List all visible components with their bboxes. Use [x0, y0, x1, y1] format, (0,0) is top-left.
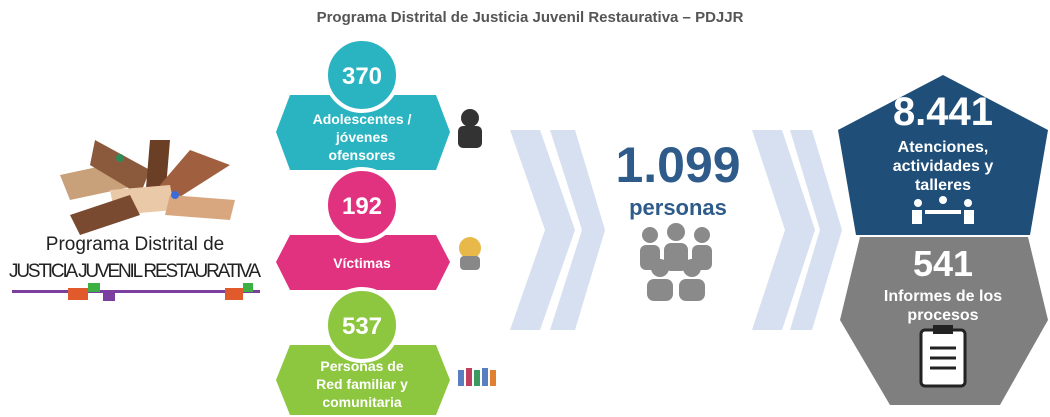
total-number: 1.099 — [615, 137, 740, 193]
result-label: Informes de los — [884, 288, 1002, 305]
group-number: 537 — [342, 313, 382, 340]
result: 8.441 Atenciones, actividades y talleres — [838, 75, 1048, 235]
result-label: talleres — [915, 177, 971, 194]
group: 370 Adolescentes / jóvenes ofensores — [276, 39, 482, 170]
result-number: 8.441 — [893, 90, 993, 134]
group-label: Red familiar y — [316, 376, 408, 392]
logo-line: JUSTICIA JUVENIL RESTAURATIVA — [9, 261, 261, 282]
logo-line: Programa Distrital de — [46, 234, 224, 255]
result-number: 541 — [913, 243, 973, 284]
group-label: Adolescentes / — [313, 111, 412, 127]
infographic: Programa Distrital de Justicia Juvenil R… — [0, 0, 1050, 417]
group-label: Víctimas — [333, 255, 391, 271]
logo: Programa Distrital de JUSTICIA JUVENIL R… — [9, 140, 261, 301]
result-label: procesos — [907, 307, 978, 324]
group-number: 370 — [342, 63, 382, 90]
total-label: personas — [629, 195, 727, 220]
group-label: comunitaria — [322, 394, 402, 410]
title: Programa Distrital de Justicia Juvenil R… — [317, 9, 744, 26]
result: 541 Informes de los procesos — [840, 237, 1048, 405]
group-number: 192 — [342, 193, 382, 220]
group: 537 Personas de Red familiar y comunitar… — [276, 289, 496, 415]
group: 192 Víctimas — [276, 169, 481, 290]
group-label: ofensores — [329, 147, 396, 163]
group-label: Personas de — [320, 358, 403, 374]
people-icon — [640, 223, 712, 301]
result-label: actividades y — [893, 158, 994, 175]
result-label: Atenciones, — [898, 139, 989, 156]
group-label: jóvenes — [335, 129, 388, 145]
